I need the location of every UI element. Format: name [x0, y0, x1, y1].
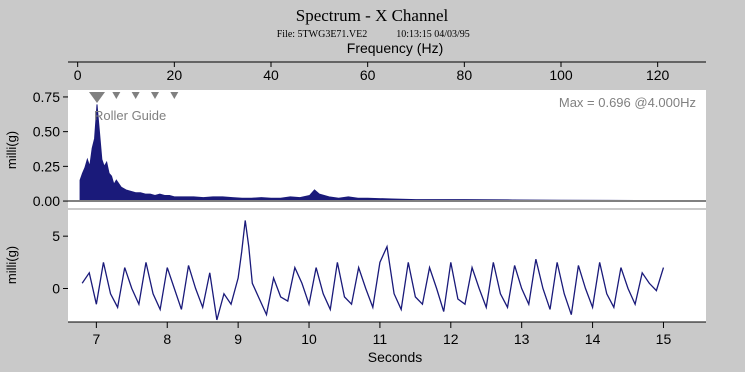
- freq-tick-label-60: 60: [360, 67, 376, 83]
- roller-guide-marker-0: [89, 92, 105, 103]
- freq-tick-label-0: 0: [74, 67, 82, 83]
- freq-tick-label-40: 40: [263, 67, 279, 83]
- spectrum-ytick-label-1: 0.25: [33, 158, 60, 174]
- time-tick-label-12: 12: [443, 331, 459, 347]
- timestamp-label: 10:13:15 04/03/95: [396, 29, 470, 40]
- roller-guide-marker-3: [151, 92, 159, 99]
- time-tick-label-7: 7: [92, 331, 100, 347]
- time-ytick-label-0: 0: [52, 281, 60, 297]
- time-tick-label-10: 10: [301, 331, 317, 347]
- time-plot-area: [68, 210, 706, 322]
- freq-tick-label-120: 120: [646, 67, 670, 83]
- roller-guide-marker-2: [131, 92, 140, 99]
- freq-tick-label-100: 100: [549, 67, 573, 83]
- time-tick-label-13: 13: [514, 331, 530, 347]
- spectrum-ytick-label-2: 0.50: [33, 124, 60, 140]
- roller-guide-label: Roller Guide: [94, 108, 166, 123]
- time-trace: [81, 220, 665, 321]
- max-annotation: Max = 0.696 @4.000Hz: [559, 95, 696, 110]
- time-ytick-label-1: 5: [52, 228, 60, 244]
- time-x-ticks: 7 8 9 10 11 12 13 14 15: [68, 321, 706, 347]
- time-y-ticks: 05: [52, 228, 68, 297]
- time-tick-label-11: 11: [373, 331, 388, 347]
- freq-axis-title: Frequency (Hz): [347, 40, 443, 56]
- file-label: File: 5TWG3E71.VE2: [277, 29, 368, 40]
- spectrum-plot-area: [68, 90, 706, 208]
- spectrum-ytick-label-0: 0.00: [33, 193, 60, 209]
- roller-guide-marker-1: [112, 92, 121, 99]
- time-axis-title: Seconds: [368, 349, 422, 365]
- time-tick-label-15: 15: [656, 331, 672, 347]
- chart-title: Spectrum - X Channel: [296, 6, 449, 25]
- freq-tick-label-80: 80: [457, 67, 473, 83]
- time-tick-label-14: 14: [585, 331, 601, 347]
- roller-guide-marker-4: [170, 92, 179, 99]
- spectrum-ytick-label-3: 0.75: [33, 89, 60, 105]
- roller-guide-markers: [89, 92, 179, 103]
- spectrum-y-axis-title: milli(g): [4, 131, 19, 169]
- time-y-axis-title: milli(g): [4, 246, 19, 284]
- time-tick-label-8: 8: [163, 331, 171, 347]
- spectrum-y-ticks: 0.00 0.25 0.50 0.75: [33, 89, 68, 209]
- spectrum-x-ticks: 0 20 40 60 80 100 120: [68, 61, 706, 83]
- time-tick-label-9: 9: [234, 331, 242, 347]
- spectrum-trace: [79, 104, 692, 202]
- freq-tick-label-20: 20: [167, 67, 183, 83]
